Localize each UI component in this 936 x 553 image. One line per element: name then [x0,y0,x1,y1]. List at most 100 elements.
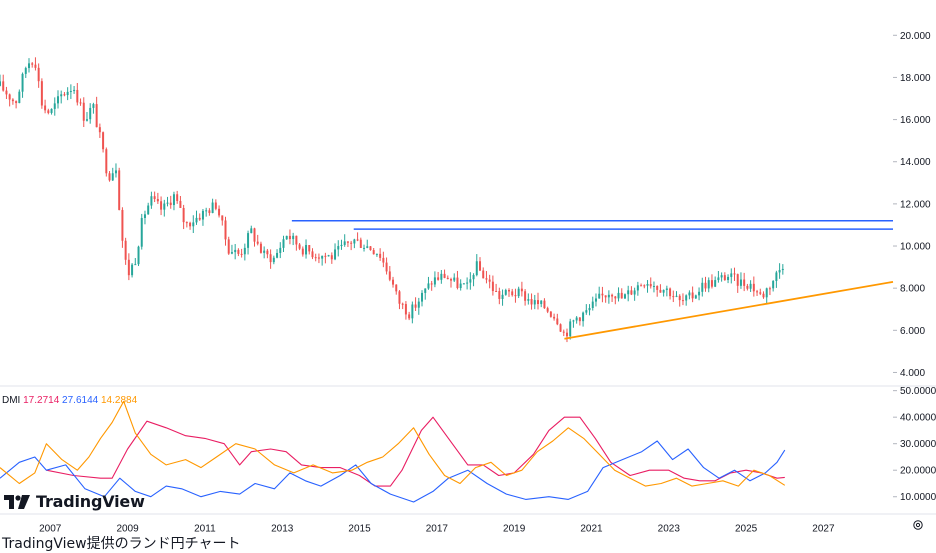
candle-body [611,294,614,297]
price-axis-tick-label: 18.000 [900,73,931,84]
candle-body [224,220,227,240]
candle-body [607,294,610,298]
candle-body [527,299,530,301]
tradingview-logo-text: TradingView [36,492,145,511]
candle-body [736,274,739,286]
candle-body [340,244,343,247]
candle-body [714,280,717,287]
candle-body [627,290,630,295]
candle-body [588,307,591,311]
candle-body [92,104,95,108]
candle-body [421,292,424,302]
candle-body [614,296,617,299]
candle-body [363,247,366,249]
candle-body [40,81,43,106]
candle-body [694,295,697,299]
candle-body [411,304,414,319]
candle-body [37,67,40,82]
candle-body [450,279,453,281]
time-axis-tick-label: 2009 [116,524,139,535]
candle-body [334,249,337,260]
candle-body [195,217,198,223]
price-axis-tick-label: 20.000 [900,31,931,42]
candle-body [565,332,568,337]
candle-body [314,257,317,259]
dmi-pane: 50.0000 40.0000 30.0000 20.0000 10.0000 DMI 1… [0,386,936,503]
candle-body [730,273,733,277]
support-trendline [564,280,894,340]
candle-body [24,68,27,74]
candle-body [681,300,684,302]
candle-body [140,217,143,247]
dmi-legend: DMI 17.2714 27.6144 14.2884 [2,395,138,406]
candle-body [759,292,762,294]
candle-body [617,292,620,299]
candle-body [623,294,626,299]
candle-body [501,294,504,299]
candle-body [720,275,723,278]
candle-body [330,255,333,260]
candle-body [504,290,507,295]
candle-body [491,281,494,292]
time-axis-tick-label: 2011 [194,524,216,535]
candle-body [765,288,768,298]
candle-body [549,311,552,317]
candle-body [227,239,230,254]
candle-body [569,321,572,337]
candle-body [553,316,556,319]
candle-body [266,250,269,255]
candle-body [15,101,18,104]
candle-body [50,108,53,113]
dmi-legend-value: 27.6144 [62,395,101,406]
candle-body [369,246,372,251]
candle-body [507,290,510,292]
candle-body [44,105,47,111]
time-axis: 2007 2009 2011 2013 2015 2017 2019 2021 2023 2025… [0,513,936,535]
candle-body [392,279,395,285]
candle-body [189,222,192,227]
candle-body [259,243,262,253]
candle-body [382,257,385,263]
candle-body [375,253,378,255]
candle-body [343,241,346,245]
candle-body [218,208,221,216]
dmi-series-line [0,400,786,487]
candle-body [401,303,404,305]
candle-body [182,207,185,223]
candle-body [582,312,585,322]
candle-body [656,286,659,290]
candle-body [781,268,784,271]
candle-body [575,317,578,321]
candle-body [540,300,543,305]
candle-body [176,194,179,201]
candle-body [398,291,401,304]
candle-body [379,253,382,258]
candle-body [665,288,668,290]
dmi-axis-tick-label: 50.0000 [900,386,936,397]
candle-body [472,275,475,280]
time-axis-tick-label: 2017 [426,524,449,535]
candle-body [746,285,749,289]
candle-body [591,301,594,308]
candle-body [353,239,356,244]
candle-body [388,271,391,280]
candle-body [5,90,8,95]
candle-body [108,173,111,181]
axis-settings-icon[interactable] [912,519,924,531]
candle-body [562,331,565,333]
candle-body [198,217,201,220]
candle-body [53,103,56,109]
candle-body [768,288,771,290]
candle-body [95,104,98,128]
candle-body [256,241,259,244]
candle-body [772,280,775,289]
candle-body [56,96,59,104]
candle-body [479,261,482,271]
candle-body [437,277,440,280]
candle-body [775,272,778,281]
candle-body [585,310,588,313]
candle-body [98,127,101,133]
candle-body [279,247,282,253]
candle-body [556,318,559,325]
candle-body [156,199,159,202]
